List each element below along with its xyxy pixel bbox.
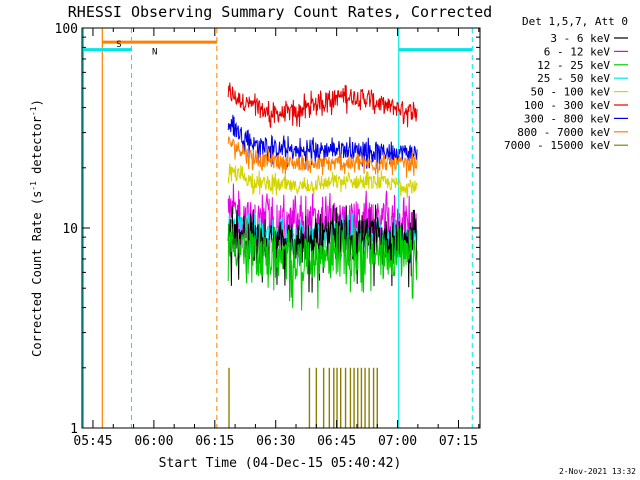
legend-label-300-800-kev: 300 - 800 keV	[524, 112, 610, 125]
y-axis-label-end: )	[30, 99, 44, 106]
legend-label-7000-15000-kev: 7000 - 15000 keV	[504, 139, 610, 152]
legend-label-12-25-kev: 12 - 25 keV	[537, 59, 610, 72]
flag-label-n: N	[152, 48, 157, 58]
legend-label-100-300-kev: 100 - 300 keV	[524, 99, 610, 112]
x-tick-label: 07:15	[439, 434, 478, 449]
x-tick-label: 07:00	[378, 434, 417, 449]
legend-label-3-6-kev: 3 - 6 keV	[550, 32, 610, 45]
y-axis-label-main: Corrected Count Rate (s	[30, 191, 44, 357]
legend-label-25-50-kev: 25 - 50 keV	[537, 72, 610, 85]
y-tick-label: 10	[62, 222, 78, 237]
legend-label-6-12-kev: 6 - 12 keV	[544, 45, 611, 58]
y-axis-label: Corrected Count Rate (s-1 detector-1)	[29, 99, 44, 357]
chart-title: RHESSI Observing Summary Count Rates, Co…	[68, 3, 492, 21]
x-tick-label: 06:45	[317, 434, 356, 449]
date-stamp: 2-Nov-2021 13:32	[559, 467, 636, 476]
flag-label-s: S	[116, 40, 121, 50]
series-line-100-300-kev	[227, 82, 418, 129]
x-tick-label: 06:00	[134, 434, 173, 449]
x-tick-label: 05:45	[73, 434, 112, 449]
x-tick-label: 06:15	[195, 434, 234, 449]
series-line-800-7000-kev	[227, 136, 418, 178]
y-axis-label-mid: detector	[30, 116, 44, 181]
x-axis-label: Start Time (04-Dec-15 05:40:42)	[159, 456, 402, 471]
plot-area: SN	[82, 28, 473, 428]
legend-title: Det 1,5,7, Att 0	[522, 15, 628, 28]
x-tick-label: 06:30	[256, 434, 295, 449]
y-axis-label-sup2: -1	[29, 106, 38, 116]
series-line-50-100-kev	[227, 163, 418, 199]
y-tick-label: 100	[55, 22, 78, 37]
y-tick-label: 1	[70, 422, 78, 437]
legend-label-50-100-kev: 50 - 100 keV	[531, 86, 611, 99]
legend-label-800-7000-kev: 800 - 7000 keV	[517, 126, 610, 139]
y-axis-label-sup1: -1	[29, 181, 38, 191]
axes: 1 10 100 05:45 06:00 06:15 06:30 06:45 07:00 07:1…	[55, 22, 481, 449]
series-line-12-25-kev	[227, 218, 418, 311]
series-line-300-800-kev	[227, 114, 418, 170]
